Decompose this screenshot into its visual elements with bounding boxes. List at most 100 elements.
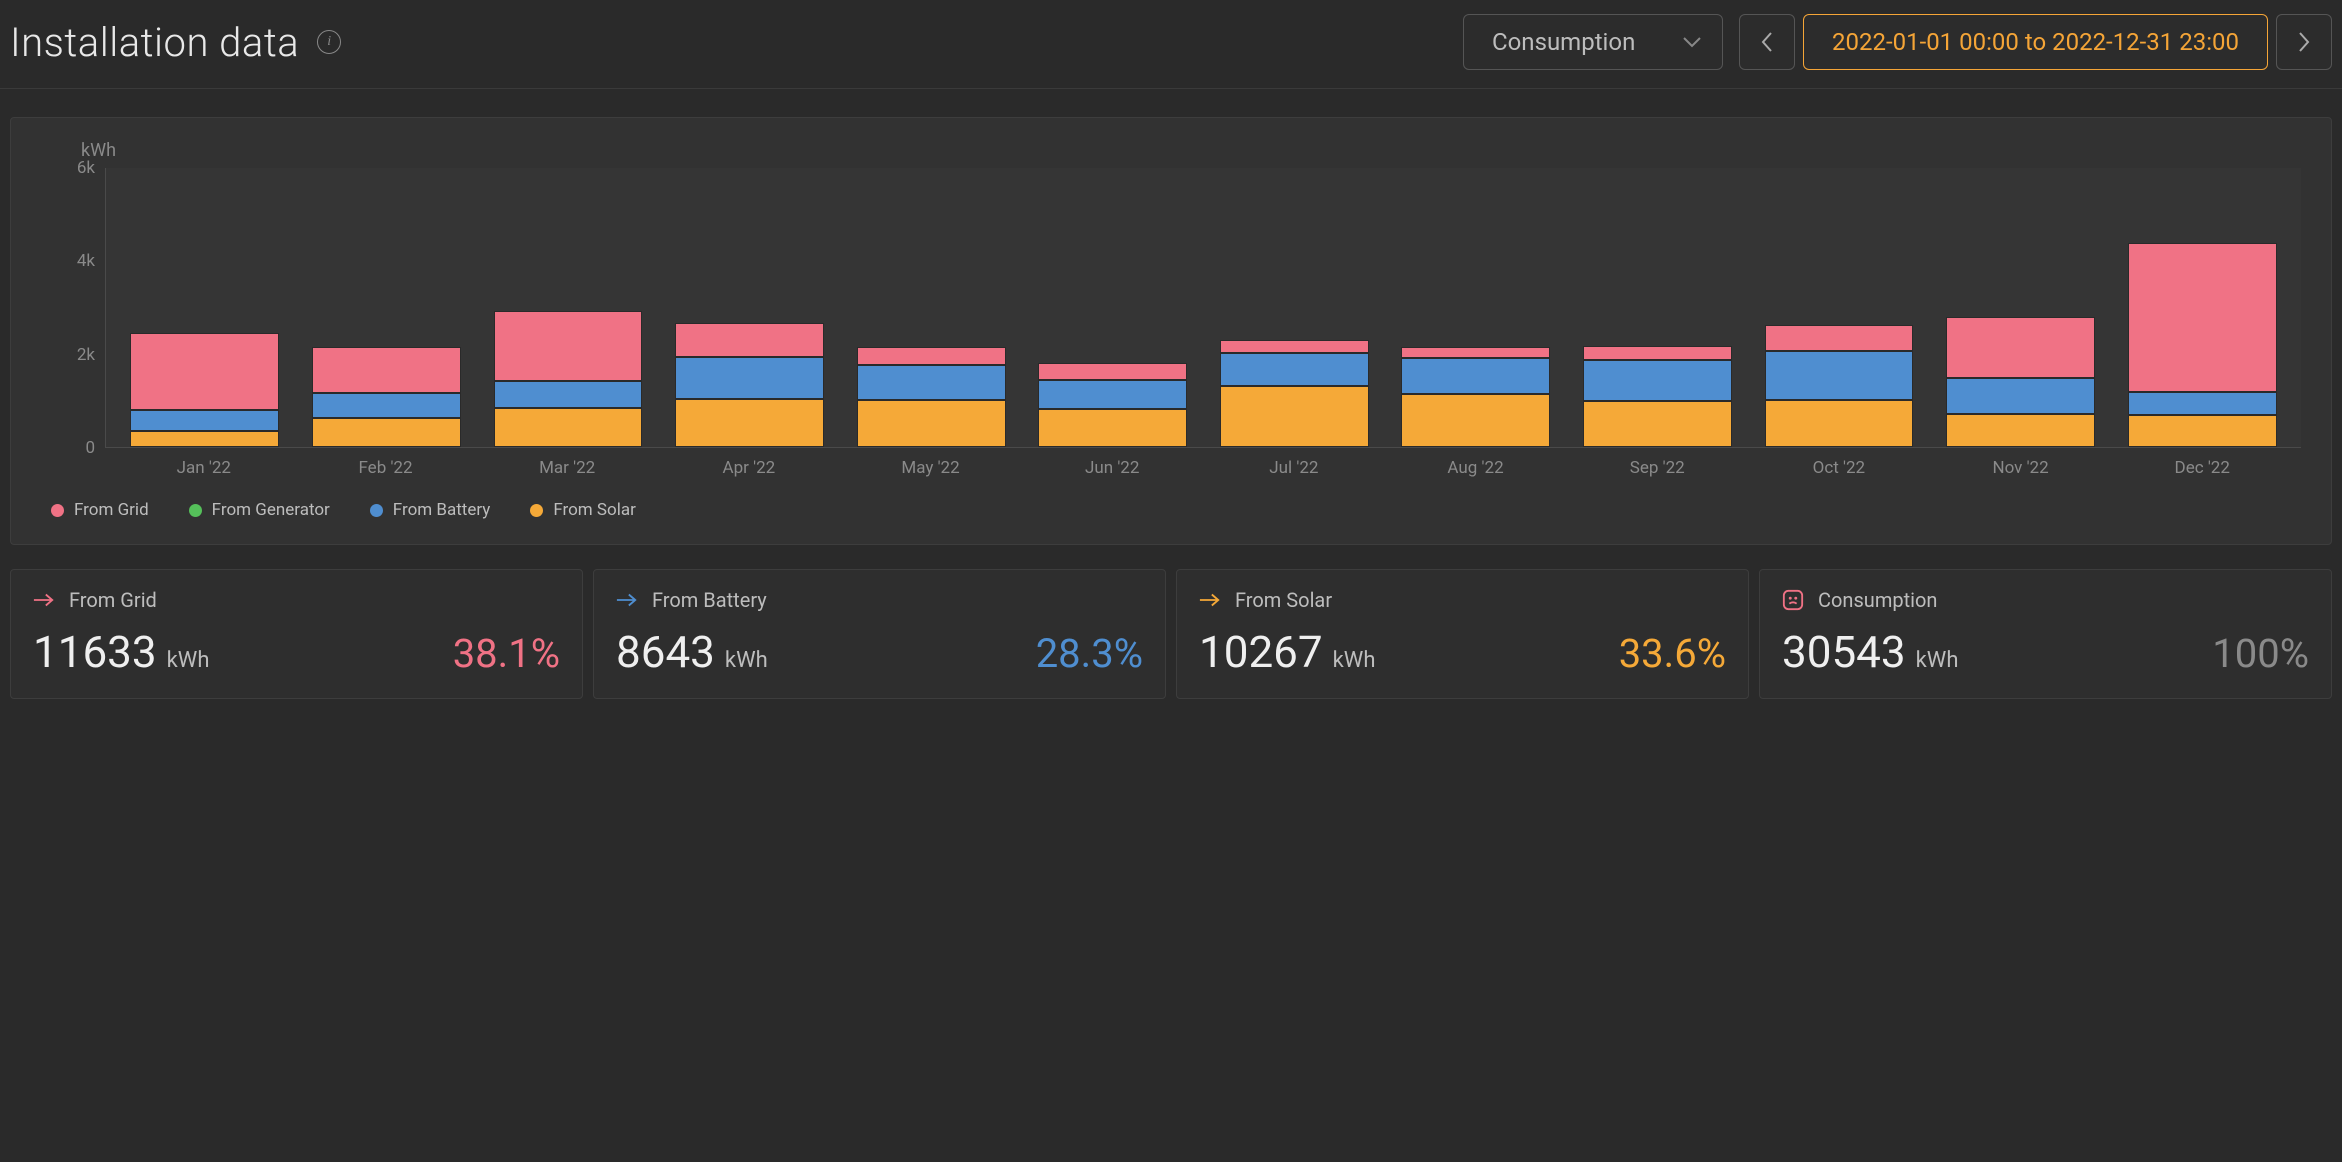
- prev-period-button[interactable]: [1739, 14, 1795, 70]
- bar-segment-grid: [857, 347, 1006, 366]
- card-label: From Battery: [652, 588, 767, 612]
- x-tick: Dec '22: [2111, 458, 2293, 478]
- summary-card-battery[interactable]: From Battery8643kWh28.3%: [593, 569, 1166, 699]
- legend-label: From Solar: [553, 500, 636, 520]
- bar-column[interactable]: [1385, 168, 1567, 447]
- page-header: Installation data i Consumption 2022-01-…: [0, 0, 2342, 89]
- x-tick: Jul '22: [1203, 458, 1385, 478]
- legend-swatch: [530, 504, 543, 517]
- x-tick: Apr '22: [658, 458, 840, 478]
- bar-column[interactable]: [1203, 168, 1385, 447]
- metric-unit: kWh: [1333, 648, 1376, 673]
- chart-legend: From Grid From Generator From Battery From …: [41, 500, 2301, 520]
- dropdown-selected: Consumption: [1492, 28, 1635, 56]
- summary-card-consumption[interactable]: Consumption 30543kWh 100%: [1759, 569, 2332, 699]
- bar-column[interactable]: [659, 168, 841, 447]
- bar-segment-solar: [1583, 401, 1732, 447]
- date-range-picker[interactable]: 2022-01-01 00:00 to 2022-12-31 23:00: [1803, 14, 2268, 70]
- bar-segment-battery: [1946, 378, 2095, 414]
- metric-main: 30543kWh: [1782, 626, 1958, 678]
- card-label: From Solar: [1235, 588, 1332, 612]
- plot-area: [105, 168, 2301, 448]
- bar-stack: [312, 347, 461, 447]
- summary-card-grid[interactable]: From Grid11633kWh38.1%: [10, 569, 583, 699]
- metric-dropdown[interactable]: Consumption: [1463, 14, 1723, 70]
- metric-percent: 100%: [2212, 630, 2309, 677]
- bar-column[interactable]: [2111, 168, 2293, 447]
- bar-column[interactable]: [114, 168, 296, 447]
- x-tick: Oct '22: [1748, 458, 1930, 478]
- info-icon[interactable]: i: [317, 30, 341, 54]
- bar-segment-solar: [1765, 400, 1914, 447]
- legend-swatch: [51, 504, 64, 517]
- bar-stack: [2128, 243, 2277, 447]
- bar-column[interactable]: [296, 168, 478, 447]
- x-tick: Mar '22: [476, 458, 658, 478]
- bar-segment-battery: [494, 381, 643, 409]
- consumption-chart-card: kWh 6k4k2k0 Jan '22Feb '22Mar '22Apr '22…: [10, 117, 2332, 545]
- card-metrics: 30543kWh 100%: [1782, 626, 2309, 678]
- bar-column[interactable]: [1930, 168, 2112, 447]
- bar-segment-battery: [1220, 353, 1369, 387]
- bar-stack: [1583, 346, 1732, 447]
- metric-value: 8643: [616, 626, 715, 678]
- x-tick: May '22: [840, 458, 1022, 478]
- bar-column[interactable]: [1748, 168, 1930, 447]
- card-metrics: 10267kWh33.6%: [1199, 626, 1726, 678]
- card-metrics: 11633kWh38.1%: [33, 626, 560, 678]
- bar-segment-solar: [130, 431, 279, 447]
- bar-segment-battery: [675, 357, 824, 399]
- bar-segment-solar: [675, 399, 824, 447]
- bar-segment-battery: [1765, 351, 1914, 400]
- bar-column[interactable]: [1022, 168, 1204, 447]
- page-title: Installation data: [10, 19, 299, 66]
- chart: kWh 6k4k2k0 Jan '22Feb '22Mar '22Apr '22…: [41, 168, 2301, 478]
- card-metrics: 8643kWh28.3%: [616, 626, 1143, 678]
- chevron-right-icon: [2297, 31, 2311, 53]
- metric-main: 8643 kWh: [616, 626, 768, 678]
- metric-value: 30543: [1782, 626, 1906, 678]
- bar-stack: [130, 333, 279, 447]
- bar-segment-grid: [2128, 243, 2277, 392]
- bar-segment-grid: [130, 333, 279, 410]
- legend-item[interactable]: From Solar: [530, 500, 636, 520]
- bar-stack: [1401, 347, 1550, 447]
- legend-item[interactable]: From Generator: [189, 500, 330, 520]
- legend-item[interactable]: From Grid: [51, 500, 149, 520]
- bar-segment-grid: [675, 323, 824, 357]
- metric-value: 11633: [33, 626, 157, 678]
- y-axis: 6k4k2k0: [41, 168, 105, 448]
- legend-item[interactable]: From Battery: [370, 500, 491, 520]
- next-period-button[interactable]: [2276, 14, 2332, 70]
- bar-segment-solar: [312, 418, 461, 447]
- bar-segment-battery: [1583, 360, 1732, 402]
- legend-label: From Battery: [393, 500, 491, 520]
- bar-segment-grid: [1401, 347, 1550, 358]
- bar-stack: [675, 323, 824, 447]
- bar-stack: [857, 347, 1006, 447]
- bar-segment-battery: [2128, 392, 2277, 415]
- metric-unit: kWh: [167, 648, 210, 673]
- card-header: Consumption: [1782, 588, 2309, 612]
- bar-segment-solar: [2128, 415, 2277, 447]
- bar-segment-grid: [1946, 317, 2095, 378]
- metric-percent: 33.6%: [1619, 630, 1726, 677]
- legend-label: From Grid: [74, 500, 149, 520]
- summary-card-solar[interactable]: From Solar10267kWh33.6%: [1176, 569, 1749, 699]
- x-tick: Aug '22: [1385, 458, 1567, 478]
- bar-column[interactable]: [1567, 168, 1749, 447]
- bar-segment-battery: [857, 365, 1006, 400]
- date-nav-group: 2022-01-01 00:00 to 2022-12-31 23:00: [1739, 14, 2332, 70]
- metric-main: 11633 kWh: [33, 626, 209, 678]
- bar-column[interactable]: [477, 168, 659, 447]
- arrow-right-icon: [616, 593, 638, 607]
- bar-segment-solar: [1946, 414, 2095, 447]
- legend-swatch: [370, 504, 383, 517]
- bar-column[interactable]: [840, 168, 1022, 447]
- card-header: From Grid: [33, 588, 560, 612]
- bar-segment-grid: [1038, 363, 1187, 380]
- bar-segment-battery: [1038, 380, 1187, 409]
- metric-unit: kWh: [725, 648, 768, 673]
- legend-label: From Generator: [212, 500, 330, 520]
- bar-segment-grid: [494, 311, 643, 381]
